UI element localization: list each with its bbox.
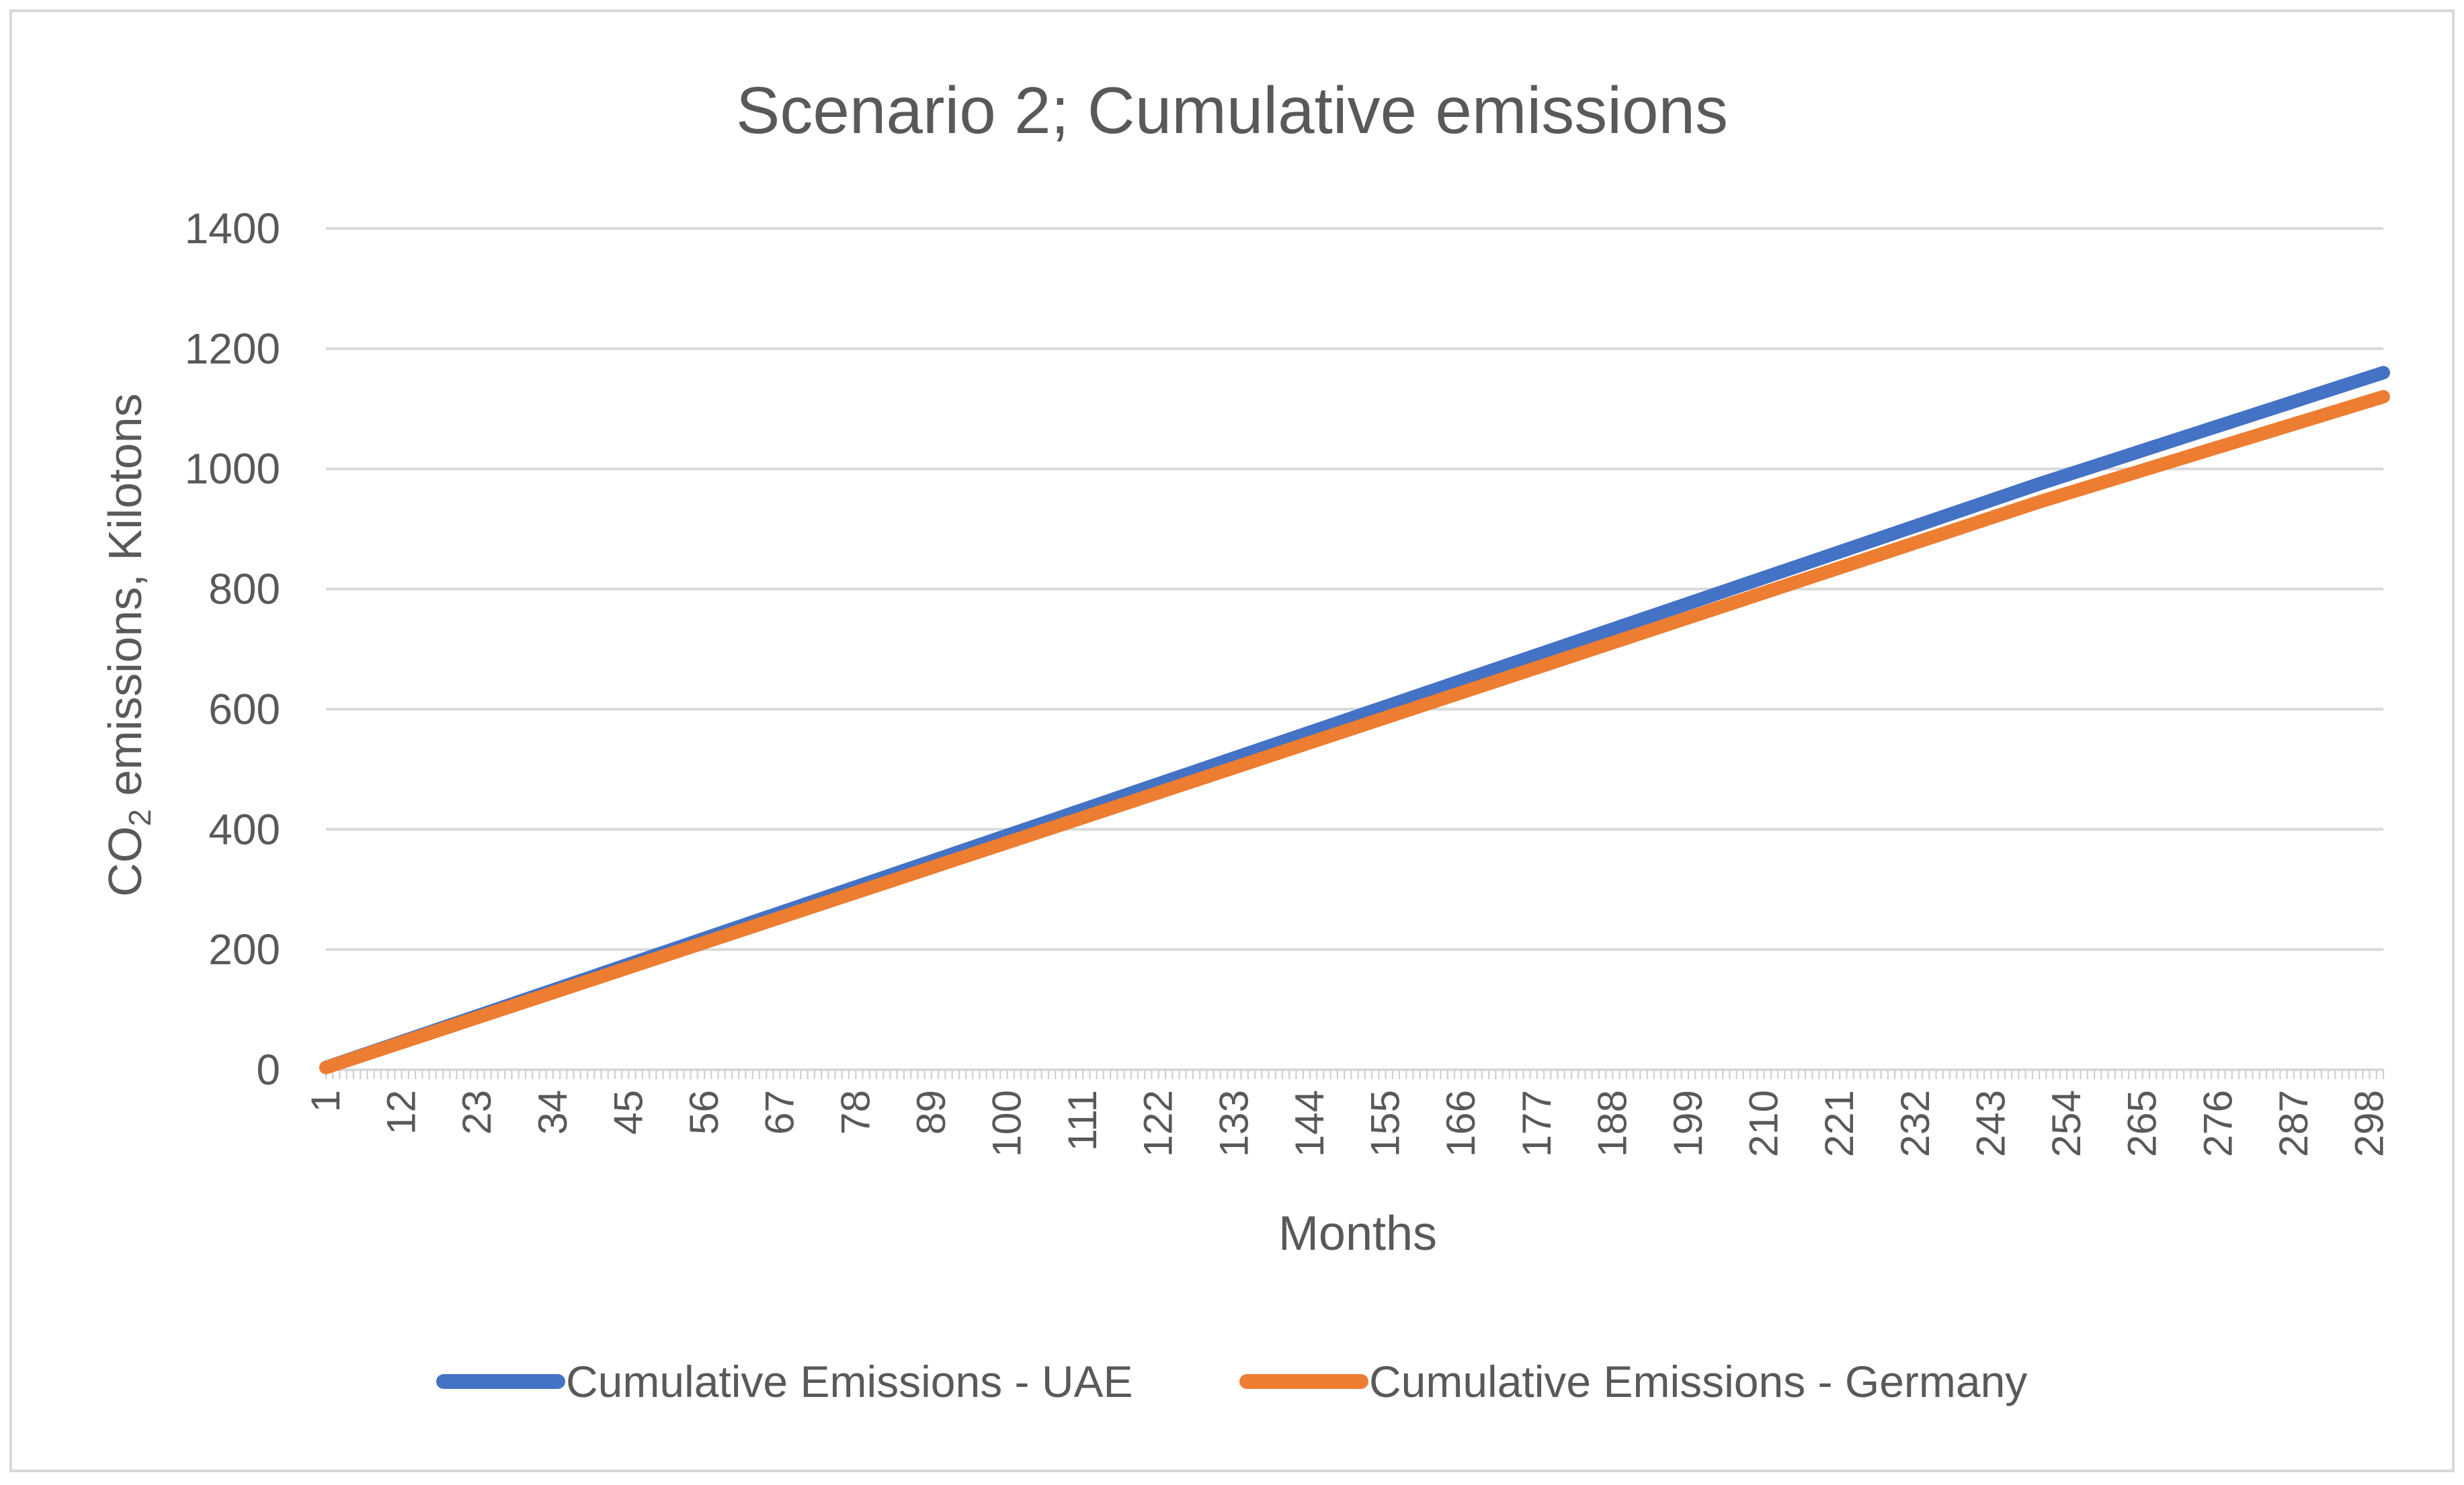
x-tick-label: 100 xyxy=(985,1090,1030,1157)
x-tick-label: 221 xyxy=(1817,1090,1862,1157)
x-tick-label: 199 xyxy=(1666,1090,1711,1157)
y-axis-label: CO2 emissions, Kilotons xyxy=(99,393,157,896)
y-tick-label: 800 xyxy=(208,565,280,613)
x-tick-label: 177 xyxy=(1514,1090,1559,1157)
x-tick-label: 12 xyxy=(379,1090,424,1135)
y-axis-label-suffix: emissions, Kilotons xyxy=(99,393,151,809)
legend-label-uae: Cumulative Emissions - UAE xyxy=(566,1357,1133,1406)
y-tick-label: 400 xyxy=(208,805,280,853)
y-tick-label: 600 xyxy=(208,685,280,733)
y-axis-label-subscript: 2 xyxy=(122,809,157,826)
x-tick-label: 188 xyxy=(1590,1090,1635,1157)
x-tick-label: 265 xyxy=(2120,1090,2165,1157)
x-tick-label: 67 xyxy=(757,1090,803,1135)
x-axis-minor-tick-marks xyxy=(325,1070,2385,1079)
series-lines xyxy=(319,366,2390,1074)
x-axis-label: Months xyxy=(1278,1207,1437,1261)
x-tick-label: 133 xyxy=(1211,1090,1256,1157)
x-tick-label: 232 xyxy=(1893,1090,1938,1157)
x-tick-label: 287 xyxy=(2271,1090,2316,1157)
y-tick-label: 0 xyxy=(256,1046,280,1094)
x-tick-label: 45 xyxy=(606,1090,651,1135)
x-tick-label: 276 xyxy=(2195,1090,2240,1157)
x-tick-label: 298 xyxy=(2347,1090,2392,1157)
y-tick-label: 200 xyxy=(208,925,280,974)
x-tick-label: 111 xyxy=(1060,1090,1105,1151)
legend-item-germany[interactable]: Cumulative Emissions - Germany xyxy=(1239,1357,2027,1406)
x-tick-label: 243 xyxy=(1968,1090,2013,1157)
x-tick-label: 34 xyxy=(530,1090,575,1135)
x-tick-label: 210 xyxy=(1741,1090,1787,1157)
x-tick-label: 155 xyxy=(1363,1090,1408,1157)
x-tick-label: 78 xyxy=(833,1090,878,1135)
chart-title: Scenario 2; Cumulative emissions xyxy=(736,73,1728,147)
y-tick-label: 1200 xyxy=(185,325,280,373)
y-axis-label-prefix: CO xyxy=(99,826,151,897)
x-tick-label: 1 xyxy=(303,1090,348,1112)
y-tick-label: 1400 xyxy=(185,204,280,253)
x-tick-label: 23 xyxy=(454,1090,499,1135)
series-line-germany xyxy=(319,390,2390,1074)
chart-border xyxy=(9,9,2455,1472)
x-tick-label: 254 xyxy=(2044,1090,2089,1157)
y-axis-tick-labels: 0 200 400 600 800 1000 1200 1400 xyxy=(185,204,280,1094)
x-tick-label: 89 xyxy=(909,1090,954,1135)
x-tick-label: 166 xyxy=(1438,1090,1483,1157)
y-tick-label: 1000 xyxy=(185,445,280,493)
x-tick-label: 122 xyxy=(1136,1090,1181,1157)
x-axis-minor-ticks xyxy=(325,1070,2385,1079)
legend-item-uae[interactable]: Cumulative Emissions - UAE xyxy=(436,1357,1133,1406)
x-tick-label: 56 xyxy=(682,1090,727,1135)
x-tick-label: 144 xyxy=(1287,1090,1332,1157)
legend-label-germany: Cumulative Emissions - Germany xyxy=(1369,1357,2027,1406)
legend: Cumulative Emissions - UAE Cumulative Em… xyxy=(436,1357,2027,1406)
x-axis-tick-labels: 1 12 23 34 45 56 67 78 89 100 111 122 133 144 155 166 17… xyxy=(303,1090,2392,1157)
